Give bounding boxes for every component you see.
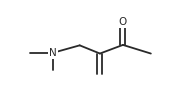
Text: O: O (119, 17, 127, 27)
Text: N: N (49, 48, 57, 58)
